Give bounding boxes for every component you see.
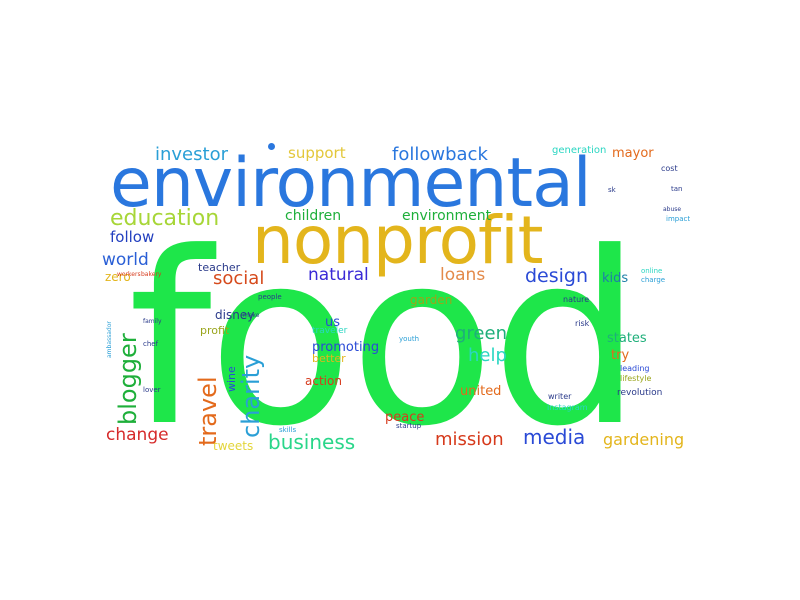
word-abuse: abuse [663,206,682,213]
word-youth: youth [399,335,420,343]
word-change: change [106,425,169,445]
word-instagram: instagram [547,403,588,412]
word-environment: environment [402,208,492,224]
word-gardening: gardening [603,430,685,449]
word-children: children [285,208,342,224]
word-media: media [523,425,586,449]
word-tan: tan [671,185,683,193]
word-cost: cost [661,164,678,173]
word-business: business [268,430,356,454]
word-family: family [143,318,162,325]
word-disney: disney [215,308,255,322]
word-profit: profit [200,324,230,337]
word-risk: risk [575,319,590,328]
word-charity: charity [237,354,265,438]
word-promoting: promoting [312,340,380,355]
word-garden: garden [410,293,453,307]
word-chef: chef [143,340,159,348]
word-social: social [213,268,265,289]
word-sk: sk [608,186,616,194]
word-online: online [641,267,663,275]
word-peace: peace [385,410,425,425]
word-natural: natural [308,265,369,285]
word-support: support [288,144,346,162]
word-charge: charge [641,276,666,284]
word-mayor: mayor [612,146,654,161]
word-food: food [128,202,642,479]
word-lifestyle: lifestyle [620,374,652,383]
word-workers: workers [117,271,141,278]
word-nonprofit: nonprofit [252,202,543,279]
word-tweets: tweets [213,439,254,453]
word-followback: followback [392,144,488,165]
word-wine: wine [225,366,238,392]
word-impact: impact [666,215,691,223]
word-generation: generation [552,145,607,156]
word-make: make [243,312,260,319]
word-states: states [607,331,647,346]
word-writer: writer [548,392,572,401]
word-try: try [611,348,630,363]
word-us: us [325,315,341,330]
word-nature: nature [563,295,590,304]
word-lover: lover [143,386,161,394]
word-world: world [102,250,149,270]
word-leading: leading [620,364,650,373]
word-zero: zero [105,270,131,284]
word-follow: follow [110,228,155,246]
word-design: design [525,265,589,287]
word-united: united [460,384,502,399]
word-kids: kids [602,271,629,286]
word-green: green [455,323,507,344]
word-action: action [305,374,342,388]
word-people: people [258,293,282,301]
word-travel: travel [194,376,222,446]
word-revolution: revolution [617,388,663,398]
word-traveler: traveler [312,326,348,336]
word-skills: skills [279,426,297,434]
word-startup: startup [396,422,422,430]
word-teacher: teacher [198,261,241,274]
word-better: better [312,352,346,365]
word-ambassador: ambassador [106,321,113,358]
word-mission: mission [435,429,504,450]
word-environmental: environmental [110,144,592,223]
word-blogger: blogger [114,333,142,425]
word-investor: investor [155,144,228,165]
word-loans: loans [440,265,486,285]
word-help: help [468,345,507,366]
word-education: education [110,206,220,231]
dot-mark [268,143,275,150]
word-bakery: bakery [141,271,162,278]
